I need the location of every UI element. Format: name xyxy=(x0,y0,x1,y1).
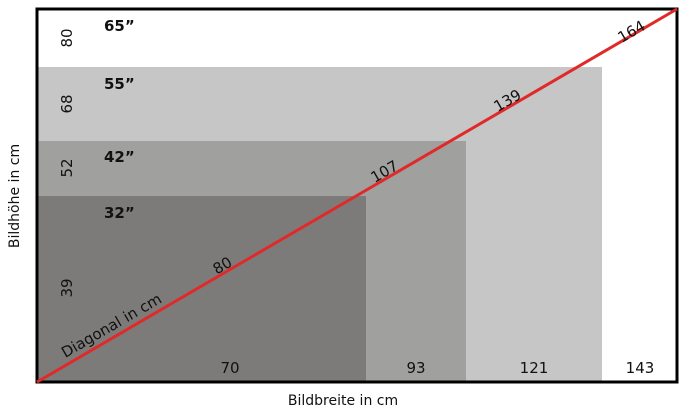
height-label-80: 80 xyxy=(58,28,76,47)
width-label-70: 70 xyxy=(220,359,239,377)
width-label-93: 93 xyxy=(406,359,425,377)
size-label-55: 55” xyxy=(104,75,135,93)
chart-frame xyxy=(35,7,679,384)
width-label-121: 121 xyxy=(520,359,549,377)
width-label-143: 143 xyxy=(626,359,655,377)
x-axis-title: Bildbreite in cm xyxy=(288,393,398,409)
size-label-65: 65” xyxy=(104,17,135,35)
diagonal-line xyxy=(36,7,678,384)
size-label-42: 42” xyxy=(104,148,135,166)
height-label-52: 52 xyxy=(58,158,76,177)
size-label-32: 32” xyxy=(104,204,135,222)
y-axis-title: Bildhöhe in cm xyxy=(7,144,23,248)
height-label-39: 39 xyxy=(58,278,76,297)
height-label-68: 68 xyxy=(58,94,76,113)
